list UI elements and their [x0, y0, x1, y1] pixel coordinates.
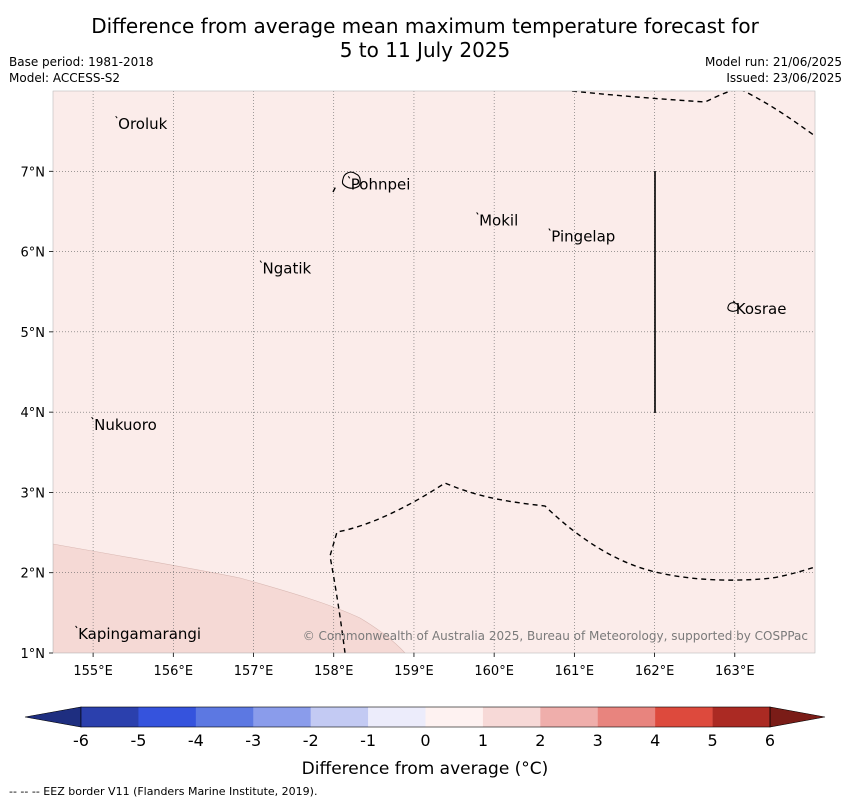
- place-marker: [91, 416, 94, 420]
- anomaly-region-1-to-2: [53, 543, 406, 653]
- issued-date: Issued: 23/06/2025: [726, 71, 842, 85]
- lat-tick-label: 7°N: [21, 165, 46, 180]
- place-label: Nukuoro: [94, 416, 157, 434]
- place-label: Mokil: [479, 211, 518, 229]
- colorbar-tick-label: 0: [420, 731, 430, 750]
- colorbar-tick-label: 1: [478, 731, 488, 750]
- colorbar-swatch: [655, 707, 713, 727]
- colorbar-swatch: [712, 707, 771, 727]
- lat-tick-label: 4°N: [21, 406, 46, 421]
- place-marker: [115, 115, 118, 119]
- colorbar-swatch: [368, 707, 426, 727]
- colorbar-swatch: [482, 707, 541, 727]
- colorbar-swatch: [310, 707, 369, 727]
- map-frame: [52, 90, 816, 654]
- colorbar-tick-label: -1: [360, 731, 376, 750]
- colorbar-swatch: [253, 707, 311, 727]
- colorbar-swatch: [138, 707, 197, 727]
- colorbar-swatch: [540, 707, 599, 727]
- colorbar-tick-label: -3: [245, 731, 261, 750]
- colorbar-frame: [80, 706, 771, 728]
- model-name: Model: ACCESS-S2: [9, 71, 121, 85]
- colorbar: -6 -5 -4 -3 -2 -1 0 1 2 3 4 5 6 Difference from aver…: [24, 706, 826, 779]
- place-marker: [259, 260, 262, 263]
- lon-tick-label: 156°E: [154, 664, 194, 679]
- place-label: Kapingamarangi: [78, 625, 201, 643]
- place-label: Pohnpei: [351, 175, 411, 193]
- copyright-notice: © Commonwealth of Australia 2025, Bureau…: [303, 629, 808, 643]
- colorbar-over-arrow: [769, 706, 826, 728]
- colorbar-tick-label: -2: [303, 731, 319, 750]
- colorbar-swatches: [24, 706, 826, 728]
- colorbar-swatch: [195, 707, 254, 727]
- colorbar-ticks: -6 -5 -4 -3 -2 -1 0 1 2 3 4 5 6: [73, 731, 775, 750]
- eez-border-pohnpei-stub: [332, 185, 337, 193]
- place-label: Pingelap: [551, 228, 615, 246]
- lon-tick-label: 163°E: [715, 664, 755, 679]
- place-marker: [476, 212, 479, 215]
- colorbar-swatch: [597, 707, 656, 727]
- eez-border-south: [329, 482, 815, 653]
- chart-title-line1: Difference from average mean maximum tem…: [91, 14, 759, 38]
- lat-tick-label: 5°N: [21, 326, 46, 341]
- colorbar-tick-label: 2: [535, 731, 545, 750]
- lon-tick-label: 157°E: [234, 664, 274, 679]
- place-label: Kosrae: [736, 300, 787, 318]
- lon-tick-label: 160°E: [474, 664, 514, 679]
- base-period: Base period: 1981-2018: [9, 55, 154, 69]
- place-labels: Oroluk Pohnpei Mokil Pingelap Ngatik Kosrae Nu…: [75, 115, 787, 643]
- eez-borders: [329, 91, 815, 653]
- colorbar-tick-label: -6: [73, 731, 89, 750]
- eez-footnote: -- -- -- EEZ border V11 (Flanders Marine…: [9, 785, 318, 798]
- place-label: Ngatik: [263, 260, 312, 278]
- colorbar-tick-label: -5: [130, 731, 146, 750]
- lon-tick-label: 155°E: [73, 664, 113, 679]
- lat-tick-label: 6°N: [21, 246, 46, 261]
- lat-tick-label: 1°N: [21, 647, 46, 662]
- place-marker: [75, 625, 78, 629]
- lat-tick-label: 3°N: [21, 486, 46, 501]
- lat-tick-label: 2°N: [21, 567, 46, 582]
- place-label: Oroluk: [118, 115, 167, 133]
- place-marker: [732, 300, 736, 304]
- colorbar-tick-label: -4: [188, 731, 204, 750]
- place-marker: [548, 228, 551, 231]
- lon-tick-label: 161°E: [555, 664, 595, 679]
- colorbar-tick-label: 5: [707, 731, 717, 750]
- colorbar-tick-label: 6: [765, 731, 775, 750]
- lon-tick-label: 158°E: [314, 664, 354, 679]
- eez-border-north: [571, 91, 815, 137]
- place-marker: [347, 176, 351, 179]
- lon-tick-label: 159°E: [394, 664, 434, 679]
- model-run: Model run: 21/06/2025: [704, 55, 842, 69]
- pohnpei-island: [341, 171, 361, 189]
- meta-left: Base period: 1981-2018 Model: ACCESS-S2: [9, 54, 154, 86]
- colorbar-tick-label: 3: [593, 731, 603, 750]
- colorbar-label: Difference from average (°C): [302, 759, 549, 779]
- colorbar-under-arrow: [24, 706, 82, 728]
- meta-right: Model run: 21/06/2025 Issued: 23/06/2025: [705, 54, 842, 86]
- map-background: [53, 91, 815, 653]
- colorbar-tick-label: 4: [650, 731, 660, 750]
- chart-title-line2: 5 to 11 July 2025: [339, 38, 511, 62]
- colorbar-swatch: [81, 707, 139, 727]
- axis-tick-labels: 155°E 156°E 157°E 158°E 159°E 160°E 161°E 162°E…: [21, 165, 755, 679]
- forecast-map: Oroluk Pohnpei Mokil Pingelap Ngatik Kosrae Nu…: [21, 90, 816, 679]
- kosrae-island: [727, 302, 740, 312]
- lon-tick-label: 162°E: [635, 664, 675, 679]
- colorbar-swatch: [425, 707, 484, 727]
